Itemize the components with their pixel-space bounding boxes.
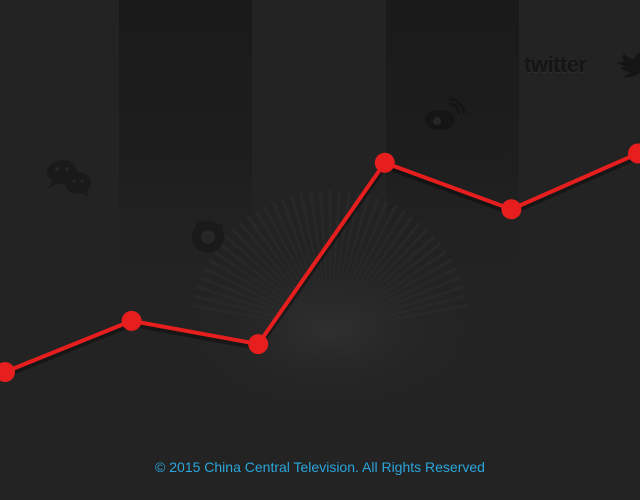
twitter-logo: twitter — [524, 52, 587, 77]
series-line-group — [3, 151, 640, 378]
series-points-group — [0, 143, 640, 382]
series-line — [4, 151, 639, 374]
twitter-bird-icon — [612, 52, 640, 78]
data-point — [248, 334, 269, 355]
weibo-icon — [425, 97, 466, 130]
data-point — [121, 310, 142, 331]
copyright-text: © 2015 China Central Television. All Rig… — [155, 459, 485, 475]
data-point — [374, 152, 395, 173]
background-bands — [119, 0, 519, 300]
center-glow — [170, 240, 490, 420]
wechat-icon — [47, 160, 91, 197]
data-point — [501, 199, 522, 220]
data-point — [0, 362, 15, 382]
qq-icon — [192, 220, 224, 253]
data-point — [628, 143, 640, 164]
